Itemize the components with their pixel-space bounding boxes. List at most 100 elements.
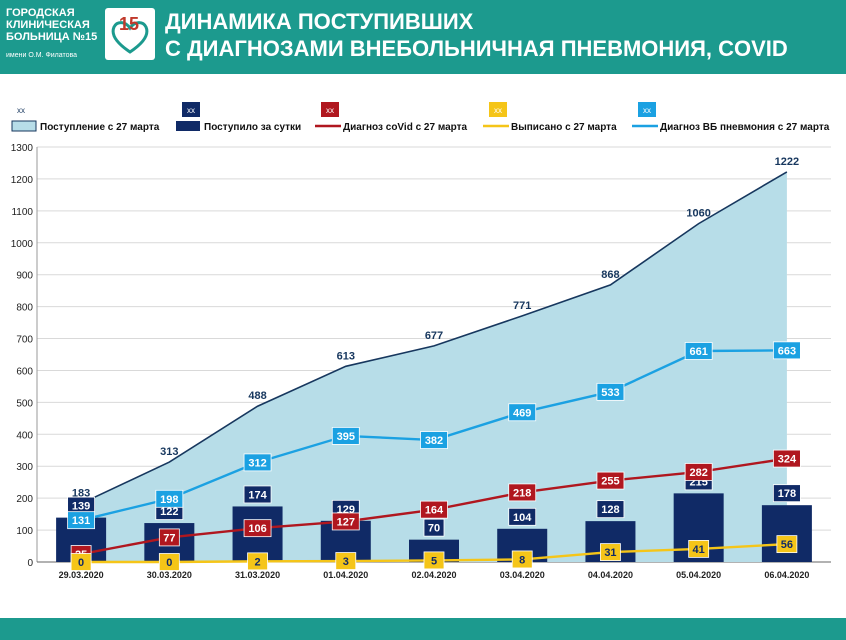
legend-marker-text: xx bbox=[17, 106, 25, 115]
legend-label: Поступило за сутки bbox=[204, 122, 301, 133]
x-tick-label: 01.04.2020 bbox=[323, 570, 368, 580]
area-data-label: 313 bbox=[160, 446, 178, 458]
pneumonia-data-label: 663 bbox=[778, 345, 796, 357]
covid-data-label: 218 bbox=[513, 487, 531, 499]
bar-data-label: 104 bbox=[513, 512, 532, 524]
covid-data-label-box bbox=[158, 528, 180, 547]
bar-data-label: 178 bbox=[778, 488, 796, 500]
discharged-data-label-box bbox=[70, 553, 92, 571]
covid-data-label-box bbox=[508, 483, 537, 502]
x-tick-label: 03.04.2020 bbox=[500, 570, 545, 580]
discharged-data-label: 0 bbox=[166, 557, 172, 569]
covid-data-label-box bbox=[420, 500, 448, 519]
pneumonia-data-label: 198 bbox=[160, 494, 178, 506]
legend-swatch-bar bbox=[176, 121, 200, 131]
bar-data-label: 139 bbox=[72, 501, 90, 513]
pneumonia-data-label: 533 bbox=[601, 387, 619, 399]
bar-data-label-box bbox=[508, 507, 537, 526]
legend-label: Поступление с 27 марта bbox=[40, 122, 160, 133]
hospital-logo-icon: 15 bbox=[105, 8, 155, 60]
pneumonia-data-label-box bbox=[155, 489, 184, 508]
discharged-data-label-box bbox=[335, 552, 357, 570]
bar-data-label: 70 bbox=[428, 523, 440, 535]
covid-data-label-box bbox=[772, 449, 801, 468]
discharged-data-label-box bbox=[423, 551, 445, 570]
pneumonia-data-label: 661 bbox=[689, 346, 707, 358]
bar-data-label-box bbox=[243, 485, 272, 504]
bar-admitted-daily bbox=[761, 505, 812, 562]
area-data-label: 613 bbox=[337, 350, 355, 362]
area-data-label: 771 bbox=[513, 300, 531, 312]
pneumonia-data-label: 469 bbox=[513, 407, 531, 419]
x-tick-label: 04.04.2020 bbox=[588, 570, 633, 580]
legend-marker-box bbox=[638, 102, 656, 117]
area-data-label: 677 bbox=[425, 330, 443, 342]
y-tick-label: 900 bbox=[16, 271, 33, 282]
covid-data-label-box bbox=[684, 463, 713, 481]
area-data-label: 1222 bbox=[775, 156, 799, 168]
bar-data-label: 128 bbox=[601, 504, 619, 516]
pneumonia-data-label: 395 bbox=[337, 431, 355, 443]
discharged-data-label: 2 bbox=[254, 556, 260, 568]
legend-marker-box bbox=[12, 102, 30, 117]
y-tick-label: 1100 bbox=[11, 207, 33, 218]
legend-label: Выписано с 27 марта bbox=[511, 122, 617, 133]
y-tick-label: 1200 bbox=[11, 175, 34, 186]
legend-marker-text: xx bbox=[494, 106, 502, 115]
y-tick-label: 400 bbox=[16, 430, 33, 441]
discharged-data-label: 8 bbox=[519, 554, 525, 566]
legend-marker-text: xx bbox=[643, 106, 651, 115]
y-tick-label: 200 bbox=[16, 494, 33, 505]
bar-data-label: 129 bbox=[337, 504, 355, 516]
y-tick-label: 0 bbox=[27, 558, 33, 569]
pneumonia-data-label: 382 bbox=[425, 435, 443, 447]
legend-label: Диагноз ВБ пневмония с 27 марта bbox=[660, 122, 830, 133]
y-tick-label: 100 bbox=[16, 526, 33, 537]
pneumonia-data-label-box bbox=[331, 427, 360, 445]
y-tick-label: 1300 bbox=[11, 143, 34, 154]
legend-marker-box bbox=[489, 102, 507, 117]
covid-data-label-box bbox=[243, 519, 272, 538]
discharged-data-label: 5 bbox=[431, 555, 437, 567]
discharged-data-label: 41 bbox=[693, 544, 705, 556]
covid-data-label-box bbox=[331, 512, 360, 531]
legend-marker-text: xx bbox=[187, 106, 195, 115]
discharged-data-label-box bbox=[776, 535, 798, 554]
discharged-data-label: 0 bbox=[78, 557, 84, 569]
pneumonia-data-label-box bbox=[508, 403, 537, 422]
legend-swatch-area bbox=[11, 120, 37, 132]
y-tick-label: 1000 bbox=[11, 239, 34, 250]
pneumonia-data-label-box bbox=[420, 431, 448, 449]
pneumonia-data-label: 312 bbox=[248, 457, 266, 469]
covid-data-label-box bbox=[596, 471, 625, 490]
discharged-data-label: 56 bbox=[781, 539, 793, 551]
footer-bar bbox=[0, 618, 846, 640]
area-data-label: 488 bbox=[248, 390, 266, 402]
x-tick-label: 02.04.2020 bbox=[411, 570, 456, 580]
discharged-data-label-box bbox=[511, 550, 533, 569]
legend-marker-box bbox=[321, 102, 339, 117]
pneumonia-data-label-box bbox=[67, 511, 96, 530]
x-tick-label: 06.04.2020 bbox=[764, 570, 809, 580]
area-data-label: 183 bbox=[72, 488, 90, 500]
discharged-data-label-box bbox=[600, 543, 621, 562]
y-tick-label: 500 bbox=[16, 398, 33, 409]
hospital-subtitle: имени О.М. Филатова bbox=[6, 52, 78, 59]
legend-marker-text: xx bbox=[326, 106, 334, 115]
y-tick-label: 700 bbox=[16, 335, 33, 346]
covid-data-label: 127 bbox=[337, 516, 355, 528]
pneumonia-data-label-box bbox=[772, 341, 801, 360]
page-title: ДИНАМИКА ПОСТУПИВШИХ С ДИАГНОЗАМИ ВНЕБОЛ… bbox=[165, 9, 788, 61]
discharged-data-label-box bbox=[158, 553, 180, 571]
bar-data-label: 122 bbox=[160, 506, 178, 518]
discharged-data-label: 3 bbox=[343, 556, 349, 568]
legend-label: Диагноз coVid с 27 марта bbox=[343, 122, 468, 133]
y-tick-label: 800 bbox=[16, 303, 33, 314]
y-tick-label: 600 bbox=[16, 366, 33, 377]
pneumonia-data-label-box bbox=[684, 342, 713, 360]
header-banner: ГОРОДСКАЯ КЛИНИЧЕСКАЯ БОЛЬНИЦА №15 имени… bbox=[0, 0, 846, 74]
discharged-data-label-box bbox=[247, 552, 268, 571]
y-tick-label: 300 bbox=[16, 462, 33, 473]
discharged-data-label: 31 bbox=[604, 547, 616, 559]
bar-admitted-daily bbox=[409, 539, 459, 562]
